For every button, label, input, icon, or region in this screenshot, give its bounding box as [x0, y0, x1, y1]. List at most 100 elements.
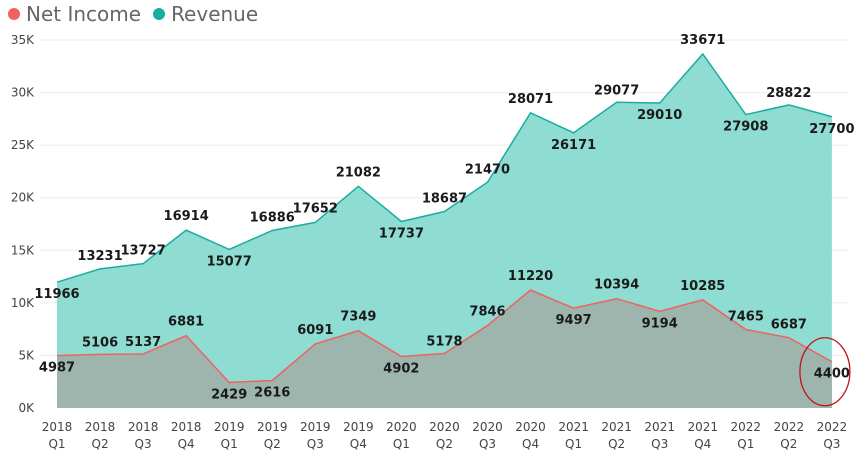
net-income-data-label: 6091 [297, 323, 333, 338]
x-tick-quarter: Q1 [48, 437, 65, 451]
x-tick-quarter: Q4 [522, 437, 539, 451]
revenue-data-label: 13231 [77, 249, 122, 264]
legend-item-revenue[interactable]: Revenue [153, 2, 258, 26]
x-tick-year: 2022 [817, 420, 848, 434]
net-income-data-label: 5178 [426, 335, 462, 350]
x-tick-quarter: Q2 [780, 437, 797, 451]
series-areas [57, 53, 832, 409]
x-tick-year: 2019 [300, 420, 331, 434]
legend-item-net-income[interactable]: Net Income [8, 2, 141, 26]
revenue-data-label: 15077 [207, 254, 252, 269]
revenue-data-label: 21082 [336, 165, 381, 180]
x-tick-quarter: Q3 [479, 437, 496, 451]
highlight-ellipse [799, 337, 851, 407]
x-tick-quarter: Q2 [264, 437, 281, 451]
revenue-data-label: 16914 [164, 209, 209, 224]
x-tick-year: 2018 [171, 420, 202, 434]
y-tick-label: 10K [11, 296, 35, 310]
net-income-dot-icon [8, 8, 20, 20]
x-tick-year: 2022 [731, 420, 762, 434]
net-income-data-label: 2616 [254, 385, 290, 400]
x-tick-quarter: Q2 [436, 437, 453, 451]
net-income-data-label: 10394 [594, 278, 639, 293]
net-income-data-label: 7846 [469, 305, 505, 320]
net-income-data-label: 7465 [728, 310, 764, 325]
revenue-data-label: 28071 [508, 92, 553, 107]
x-tick-year: 2019 [257, 420, 288, 434]
net-income-data-label: 9497 [556, 313, 592, 328]
x-tick-year: 2021 [687, 420, 718, 434]
net-income-data-label: 6881 [168, 315, 204, 330]
legend: Net Income Revenue [8, 1, 270, 27]
annotations [799, 337, 851, 407]
revenue-data-label: 29010 [637, 108, 682, 123]
x-tick-year: 2020 [472, 420, 503, 434]
revenue-data-label: 26171 [551, 138, 596, 153]
revenue-data-label: 33671 [680, 33, 725, 48]
net-income-data-label: 2429 [211, 387, 247, 402]
net-income-data-label: 10285 [680, 279, 725, 294]
revenue-dot-icon [153, 8, 166, 20]
net-income-data-label: 7349 [340, 310, 376, 325]
x-tick-quarter: Q4 [178, 437, 195, 451]
net-income-data-label: 5106 [82, 335, 118, 350]
legend-label-net-income: Net Income [26, 2, 142, 26]
net-income-area [57, 290, 832, 408]
y-tick-label: 15K [11, 243, 35, 257]
y-axis: 0K 5K 10K 15K 20K 25K 30K 35K [11, 33, 35, 415]
net-income-data-label: 9194 [642, 316, 678, 331]
revenue-data-label: 27908 [723, 120, 768, 135]
x-tick-quarter: Q3 [823, 437, 840, 451]
x-tick-quarter: Q3 [135, 437, 152, 451]
x-tick-year: 2020 [515, 420, 546, 434]
revenue-line [56, 52, 833, 283]
x-tick-year: 2021 [558, 420, 589, 434]
y-tick-label: 5K [18, 348, 35, 362]
x-tick-quarter: Q3 [651, 437, 668, 451]
x-tick-quarter: Q1 [565, 437, 582, 451]
legend-label-revenue: Revenue [171, 2, 259, 26]
revenue-data-label: 13727 [120, 244, 165, 259]
revenue-data-label: 11966 [34, 287, 79, 302]
x-tick-year: 2018 [42, 420, 73, 434]
y-tick-label: 25K [11, 138, 35, 152]
x-tick-quarter: Q1 [221, 437, 238, 451]
net-income-line [56, 289, 833, 384]
x-tick-year: 2018 [128, 420, 159, 434]
y-tick-label: 35K [11, 33, 35, 47]
net-income-data-label: 11220 [508, 269, 553, 284]
net-income-data-label: 6687 [771, 318, 807, 333]
x-tick-year: 2020 [429, 420, 460, 434]
y-tick-label: 30K [11, 86, 35, 100]
x-tick-quarter: Q1 [393, 437, 410, 451]
revenue-data-label: 16886 [250, 210, 295, 225]
x-tick-year: 2019 [343, 420, 374, 434]
revenue-data-label: 21470 [465, 162, 510, 177]
x-tick-quarter: Q1 [737, 437, 754, 451]
x-tick-quarter: Q4 [350, 437, 367, 451]
x-tick-quarter: Q2 [92, 437, 109, 451]
x-tick-year: 2019 [214, 420, 245, 434]
series-lines [56, 52, 833, 384]
x-tick-quarter: Q2 [608, 437, 625, 451]
net-income-data-label: 4902 [383, 361, 419, 376]
revenue-data-label: 17652 [293, 201, 338, 216]
revenue-data-label: 27700 [809, 122, 854, 137]
y-tick-label: 20K [11, 191, 35, 205]
x-tick-year: 2021 [601, 420, 632, 434]
revenue-data-label: 28822 [766, 86, 811, 101]
revenue-data-label: 17737 [379, 227, 424, 242]
net-income-data-label: 5137 [125, 335, 161, 350]
x-tick-year: 2018 [85, 420, 116, 434]
net-income-data-label: 4987 [39, 361, 75, 376]
revenue-data-label: 18687 [422, 192, 467, 207]
x-tick-year: 2022 [774, 420, 805, 434]
x-tick-quarter: Q3 [307, 437, 324, 451]
x-tick-year: 2021 [644, 420, 675, 434]
net-income-data-label: 4400 [814, 367, 850, 382]
x-axis: 2018 Q1 2018 Q2 2018 Q3 2018 Q4 2019 Q1 2019 Q2 2019… [42, 420, 847, 451]
revenue-data-label: 29077 [594, 83, 639, 98]
y-tick-label: 0K [18, 401, 35, 415]
